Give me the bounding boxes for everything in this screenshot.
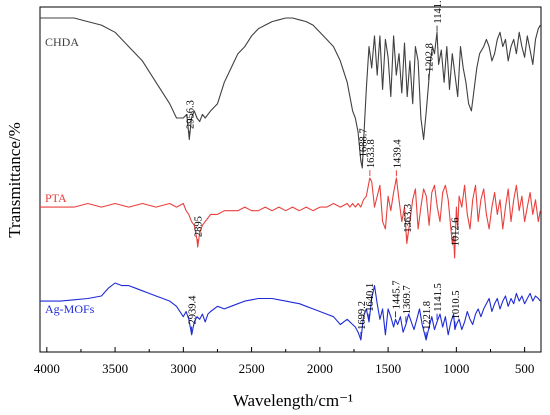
x-tick-label: 3000 xyxy=(170,361,196,376)
series-line-pta xyxy=(40,177,541,259)
plot-frame xyxy=(39,6,542,353)
peak-label: 1221.8 xyxy=(422,301,433,330)
x-tick-label: 1500 xyxy=(375,361,401,376)
peak-label: 1141.5 xyxy=(433,283,444,312)
series-label-chda: CHDA xyxy=(45,35,79,49)
x-tick-label: 4000 xyxy=(34,361,60,376)
peak-label: 1633.8 xyxy=(366,139,377,168)
x-tick-label: 2000 xyxy=(307,361,333,376)
peak-label: 1363.3 xyxy=(403,204,414,233)
peak-label: 2956.3 xyxy=(185,100,196,129)
peak-label: 1010.5 xyxy=(451,291,462,320)
x-tick-label: 1000 xyxy=(443,361,469,376)
series-layer xyxy=(40,17,541,341)
peak-label: 1012.6 xyxy=(451,218,462,247)
peak-label: 1445.7 xyxy=(392,281,403,310)
peak-label: 1688.7 xyxy=(358,128,369,157)
series-line-chda xyxy=(40,17,541,169)
x-tick-label: 3500 xyxy=(102,361,128,376)
x-axis-label: Wavelength/cm⁻¹ xyxy=(233,391,353,410)
series-line-ag-mofs xyxy=(40,282,541,341)
x-tick-label: 500 xyxy=(515,361,535,376)
peak-label: 2939.4 xyxy=(188,295,199,325)
x-axis-ticks: 4000 3500 3000 2500 2000 1500 1000 500 xyxy=(34,347,535,376)
peak-label: 1141.5 xyxy=(433,0,444,24)
series-label-ag-mofs: Ag-MOFs xyxy=(45,302,95,316)
series-labels: CHDA PTA Ag-MOFs xyxy=(45,35,95,316)
peak-annotations: 2956.3 1688.7 1202.8 1141.5 2895 1633.8 1439.4… xyxy=(185,0,462,338)
y-axis-label: Transmittance/% xyxy=(5,122,24,238)
peak-label: 1202.8 xyxy=(425,43,436,72)
series-label-pta: PTA xyxy=(45,191,67,205)
peak-label: 1439.4 xyxy=(392,139,403,169)
x-tick-label: 2500 xyxy=(239,361,265,376)
peak-label: 1699.2 xyxy=(357,301,368,330)
peak-label: 2895 xyxy=(194,216,205,237)
peak-label: 1369.7 xyxy=(402,285,413,314)
peak-label: 1640.1 xyxy=(365,283,376,312)
